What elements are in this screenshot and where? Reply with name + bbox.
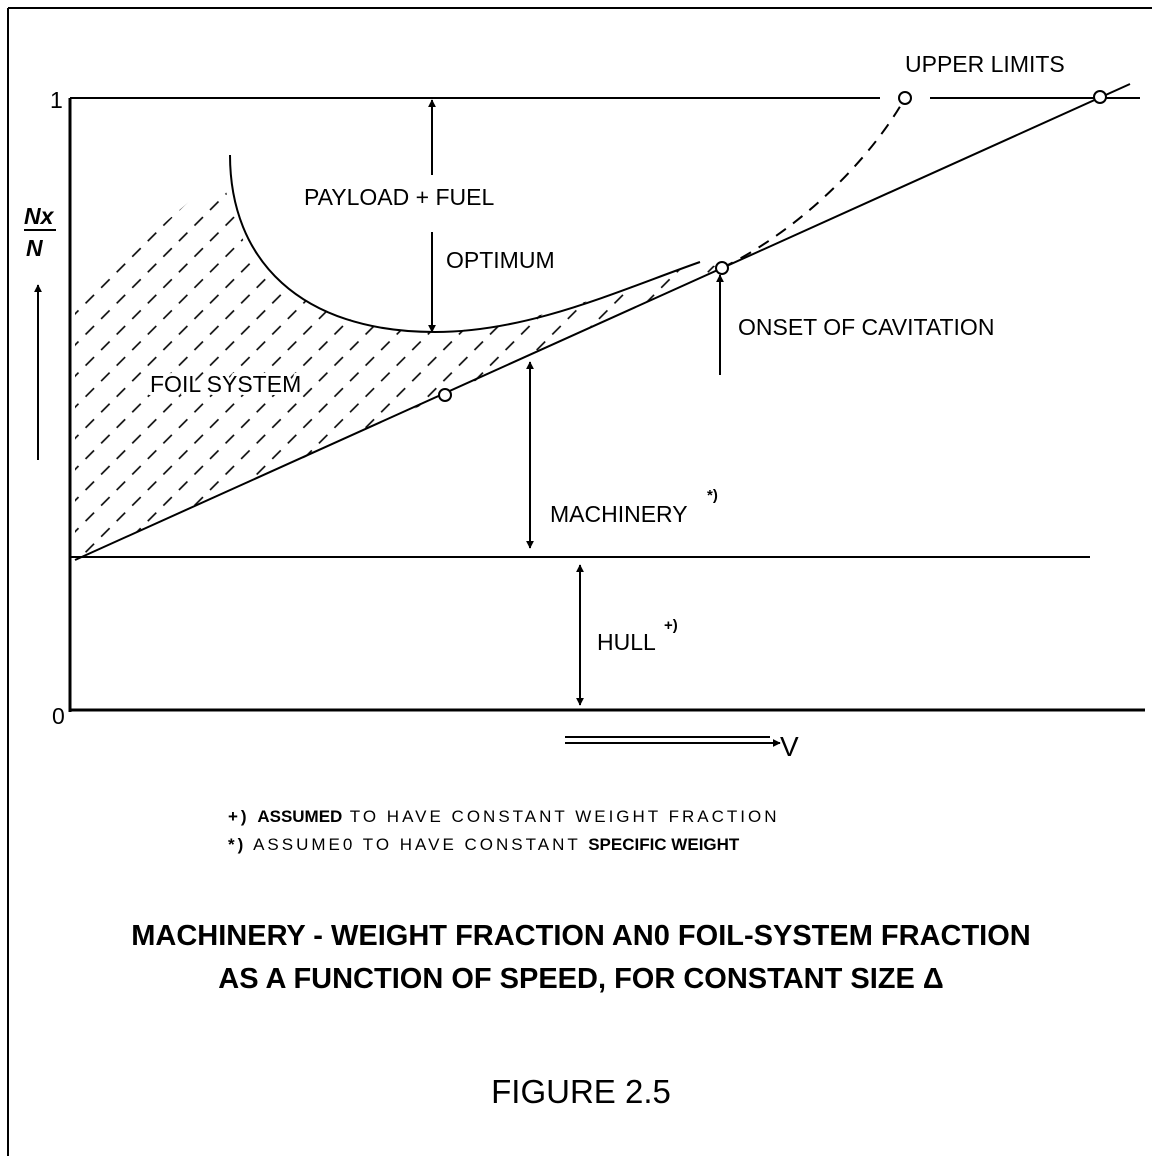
label-optimum: OPTIMUM [446, 247, 555, 273]
note-bold: SPECIFIC WEIGHT [588, 835, 740, 854]
note-mark: *) [228, 835, 246, 854]
axis-bottom-label: 0 [52, 703, 65, 729]
caption-line-1: MACHINERY - WEIGHT FRACTION AN0 FOIL-SYS… [131, 920, 1031, 952]
note-mark: +) [228, 807, 250, 826]
x-label: V [780, 731, 799, 762]
label-machinery-mark: *) [707, 487, 718, 504]
frame [7, 7, 1152, 1156]
note-bold: ASSUMED [257, 807, 342, 826]
arrows [34, 99, 781, 747]
note-2: *) ASSUME0 TO HAVE CONSTANT SPECIFIC WEI… [228, 835, 740, 854]
label-onset: ONSET OF CAVITATION [738, 314, 994, 340]
label-hull: HULL [597, 629, 656, 655]
axes [68, 97, 1145, 712]
label-upper-limits: UPPER LIMITS [905, 51, 1065, 77]
y-label-den: N [26, 235, 43, 261]
note-text: ASSUME0 TO HAVE CONSTANT [253, 835, 580, 854]
machinery-line [74, 83, 1131, 561]
label-hull-mark: +) [664, 617, 678, 634]
label-foil: FOIL SYSTEM [150, 371, 301, 397]
points [438, 90, 1107, 402]
label-machinery: MACHINERY [550, 501, 688, 527]
upper-limit-curve [721, 97, 906, 269]
note-text: TO HAVE CONSTANT WEIGHT FRACTION [350, 807, 780, 826]
foil-hatch [75, 175, 722, 560]
label-payload: PAYLOAD + FUEL [304, 184, 494, 210]
y-label-num: Nx [24, 203, 55, 229]
figure-number: FIGURE 2.5 [491, 1073, 671, 1110]
caption-line-2: AS A FUNCTION OF SPEED, FOR CONSTANT SIZ… [218, 963, 943, 995]
note-1: +) ASSUMED TO HAVE CONSTANT WEIGHT FRACT… [228, 807, 780, 826]
axis-top-label: 1 [50, 87, 63, 113]
